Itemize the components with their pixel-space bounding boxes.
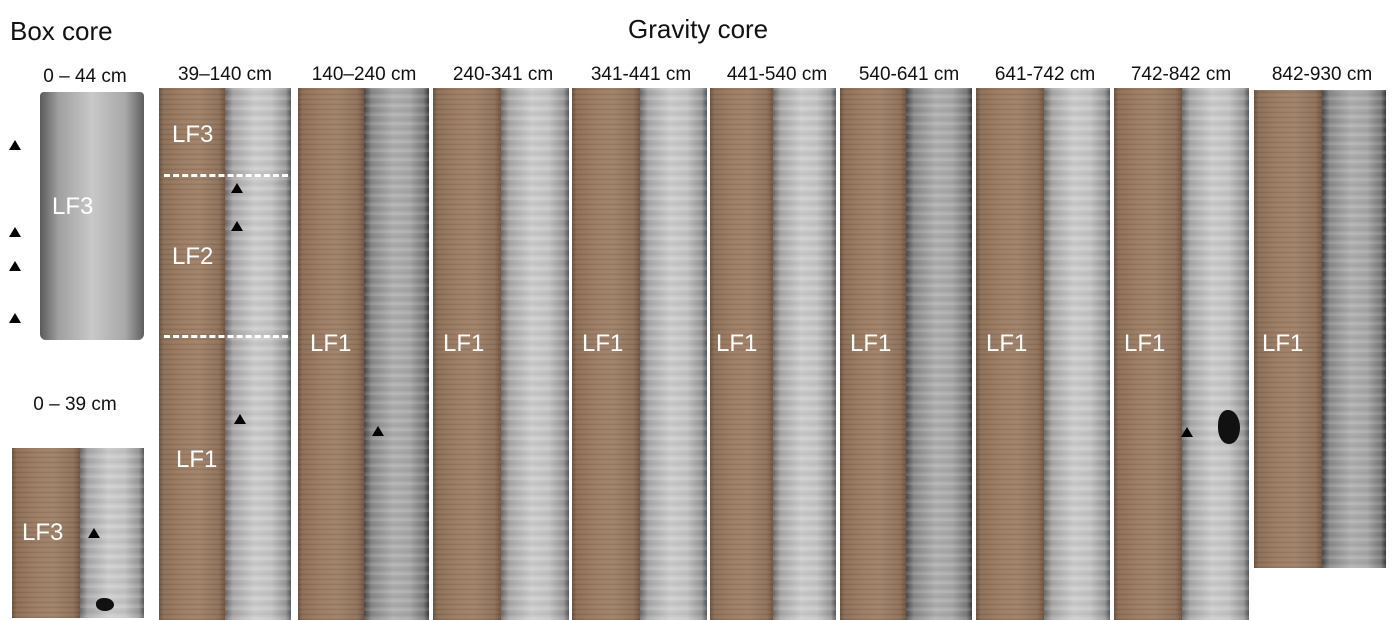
core-photo: [298, 88, 364, 620]
lithofacies-label: LF3: [172, 121, 214, 148]
unit-boundary: [164, 174, 288, 177]
core-xray: [1322, 90, 1386, 568]
marker-icon: [231, 221, 243, 231]
marker-icon: [88, 528, 100, 538]
section-range: 39–140 cm: [177, 64, 272, 85]
section-range: 140–240 cm: [311, 64, 417, 85]
marker-icon: [9, 140, 21, 150]
core-photo: [976, 88, 1044, 620]
core-xray: [225, 88, 291, 620]
marker-icon: [234, 414, 246, 424]
core-photo: [1114, 88, 1182, 620]
box-core-photo: [12, 448, 80, 618]
marker-icon: [9, 261, 21, 271]
core-photo: [159, 88, 225, 620]
core-xray: [906, 88, 972, 620]
core-photo: [433, 88, 501, 620]
core-photo: [1254, 90, 1322, 568]
lithofacies-label: LF2: [172, 243, 214, 270]
box-core-title: Box core: [10, 16, 113, 46]
marker-icon: [231, 183, 243, 193]
box-xray-range: 0 – 44 cm: [43, 66, 127, 87]
dark-clast: [96, 598, 114, 611]
lithofacies-label: LF1: [1124, 330, 1166, 357]
box-core-xray: [40, 92, 144, 340]
core-xray: [364, 88, 429, 620]
lithofacies-label: LF1: [582, 330, 624, 357]
section-range: 441-540 cm: [726, 64, 828, 85]
box-photo-range: 0 – 39 cm: [33, 394, 117, 415]
core-xray: [501, 88, 569, 620]
lithofacies-label: LF1: [176, 446, 218, 473]
unit-boundary: [164, 335, 288, 338]
core-photo: [840, 88, 906, 620]
core-xray: [640, 88, 707, 620]
section-range: 341-441 cm: [590, 64, 692, 85]
core-photo: [572, 88, 640, 620]
lithofacies-label: LF1: [986, 330, 1028, 357]
lithofacies-label: LF1: [850, 330, 892, 357]
box-photo-label: LF3: [22, 519, 64, 546]
core-photo: [710, 88, 773, 620]
marker-icon: [372, 426, 384, 436]
section-range: 540-641 cm: [858, 64, 960, 85]
section-range: 240-341 cm: [452, 64, 554, 85]
lithofacies-label: LF1: [1262, 330, 1304, 357]
lithofacies-label: LF1: [310, 330, 352, 357]
lithofacies-label: LF1: [443, 330, 485, 357]
gravity-core-title: Gravity core: [628, 14, 769, 44]
lithofacies-label: LF1: [716, 330, 758, 357]
section-range: 842-930 cm: [1271, 64, 1373, 85]
core-xray: [1044, 88, 1110, 620]
box-xray-label: LF3: [52, 193, 94, 220]
marker-icon: [9, 227, 21, 237]
marker-icon: [1181, 427, 1193, 437]
core-xray: [1182, 88, 1249, 620]
section-range: 641-742 cm: [994, 64, 1096, 85]
dark-clast: [1218, 410, 1240, 444]
marker-icon: [9, 313, 21, 323]
core-xray: [773, 88, 836, 620]
section-range: 742-842 cm: [1130, 64, 1232, 85]
